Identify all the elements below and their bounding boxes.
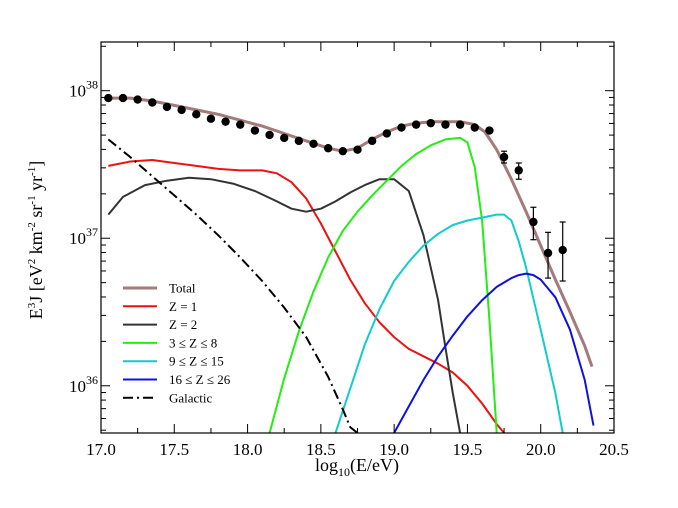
- data-point: [529, 217, 538, 227]
- legend-label-galactic: Galactic: [169, 390, 213, 405]
- data-point: [177, 105, 186, 115]
- series-3-le-z-le-8-line: [268, 136, 498, 433]
- data-point: [221, 117, 230, 126]
- data-point: [485, 126, 494, 135]
- x-tick-label: 19.0: [379, 440, 409, 459]
- x-tick-label: 17.5: [159, 440, 189, 459]
- data-point: [543, 248, 553, 258]
- legend-label-z-2: Z = 2: [169, 317, 197, 332]
- x-axis-title-suffix: (E/eV): [350, 455, 399, 476]
- data-point: [104, 93, 113, 103]
- y-tick-label: 1038: [69, 78, 98, 101]
- data-point: [382, 129, 392, 138]
- data-point: [470, 123, 479, 132]
- legend-label-z-1: Z = 1: [169, 299, 197, 314]
- data-point: [192, 110, 201, 119]
- series-z-2-line: [107, 176, 462, 433]
- y-axis-title: E3J [eV2 km-2 sr-1 yr-1]: [26, 161, 46, 320]
- x-tick-label: 18.5: [306, 440, 336, 459]
- data-point: [236, 120, 245, 129]
- series-galactic-line: [107, 138, 359, 433]
- data-point: [338, 146, 348, 156]
- data-point: [353, 145, 362, 154]
- data-point: [294, 136, 304, 146]
- x-axis-title-prefix: log: [315, 455, 338, 475]
- data-point: [441, 120, 450, 129]
- data-point: [397, 123, 406, 132]
- data-point: [162, 102, 172, 112]
- series-z-1-line: [108, 159, 505, 433]
- data-point: [148, 98, 157, 107]
- data-point: [514, 166, 523, 175]
- data-point: [323, 144, 333, 153]
- x-tick-label: 17.0: [86, 440, 116, 459]
- series-total-line: [108, 96, 594, 368]
- legend-label-16-le-z-le-26: 16 ≤ Z ≤ 26: [169, 372, 231, 387]
- data-point: [118, 93, 128, 103]
- data-point: [280, 133, 289, 143]
- x-axis-title-subscript: 10: [338, 465, 350, 479]
- x-tick-label: 19.5: [453, 440, 483, 459]
- data-point: [455, 120, 465, 129]
- legend-label-3-le-z-le-8: 3 ≤ Z ≤ 8: [169, 335, 217, 350]
- data-point: [426, 118, 435, 128]
- y-tick-label: 1037: [69, 225, 98, 248]
- data-point: [206, 114, 216, 123]
- x-tick-label: 18.0: [233, 440, 263, 459]
- x-tick-label: 20.0: [526, 440, 556, 459]
- data-point: [558, 245, 567, 255]
- y-tick-label: 1036: [69, 373, 98, 396]
- series-9-le-z-le-15-line: [334, 213, 564, 433]
- data-point: [367, 136, 377, 146]
- data-point: [265, 130, 274, 140]
- x-tick-label: 20.5: [599, 440, 629, 459]
- series-16-le-z-le-26-line: [393, 272, 595, 433]
- data-point: [133, 95, 142, 104]
- data-point: [499, 152, 509, 162]
- data-point: [411, 120, 421, 129]
- legend-label-total: Total: [169, 281, 196, 296]
- data-point: [309, 139, 318, 149]
- data-point: [250, 126, 260, 135]
- x-axis-title: log10(E/eV): [315, 455, 399, 479]
- legend: Total Z = 1 Z = 2 3 ≤ Z ≤ 8 9 ≤ Z ≤ 15 16 ≤ Z…: [123, 281, 231, 405]
- legend-label-9-le-z-le-15: 9 ≤ Z ≤ 15: [169, 354, 224, 369]
